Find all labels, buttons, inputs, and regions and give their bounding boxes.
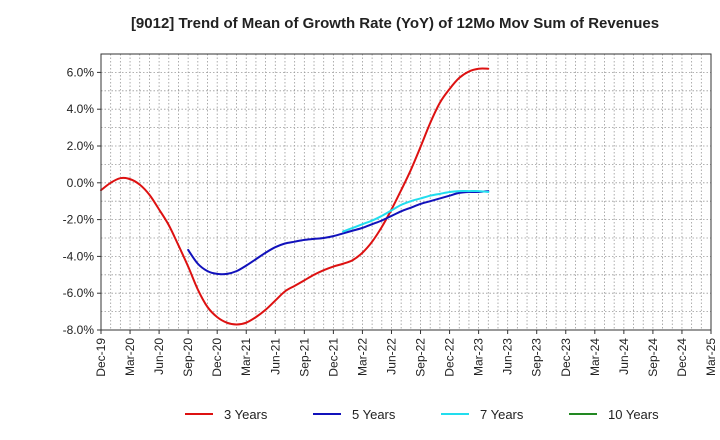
x-tick-label: Mar-25 xyxy=(704,338,718,376)
x-axis: Dec-19 Mar-20 Jun-20 Sep-20 Dec-20 Mar-21 Jun-… xyxy=(94,330,718,377)
y-tick-label: -8.0% xyxy=(63,323,95,337)
y-tick-label: 0.0% xyxy=(67,176,95,190)
x-tick-label: Jun-24 xyxy=(617,338,631,375)
y-tick-label: -4.0% xyxy=(63,249,95,263)
legend-label-7-years: 7 Years xyxy=(480,407,524,422)
chart-title: [9012] Trend of Mean of Growth Rate (YoY… xyxy=(131,15,659,32)
x-tick-label: Mar-24 xyxy=(588,338,602,376)
x-tick-label: Sep-22 xyxy=(414,338,428,377)
plot-background xyxy=(101,54,711,330)
series-line-3-years xyxy=(100,67,490,326)
x-tick-label: Dec-23 xyxy=(559,338,573,377)
series-lines xyxy=(100,67,490,326)
x-tick-label: Sep-20 xyxy=(181,338,195,377)
legend-label-5-years: 5 Years xyxy=(352,407,396,422)
x-tick-label: Dec-22 xyxy=(443,338,457,377)
x-tick-label: Dec-20 xyxy=(210,338,224,377)
y-axis: 6.0% 4.0% 2.0% 0.0% -2.0% -4.0% -6.0% -8.0% xyxy=(63,65,101,337)
y-tick-label: 4.0% xyxy=(67,102,95,116)
x-tick-label: Mar-23 xyxy=(472,338,486,376)
y-tick-label: 2.0% xyxy=(67,139,95,153)
series-line-5-years xyxy=(187,190,490,276)
x-tick-label: Mar-22 xyxy=(355,338,369,376)
x-tick-label: Jun-23 xyxy=(501,338,515,375)
x-tick-label: Mar-21 xyxy=(239,338,253,376)
y-tick-label: 6.0% xyxy=(67,65,95,79)
x-tick-label: Jun-20 xyxy=(152,338,166,375)
grid xyxy=(101,53,711,331)
x-tick-label: Mar-20 xyxy=(123,338,137,376)
x-tick-label: Dec-19 xyxy=(94,338,108,377)
x-tick-label: Sep-21 xyxy=(297,338,311,377)
x-tick-label: Dec-21 xyxy=(326,338,340,377)
series-line-7-years xyxy=(342,190,490,233)
plot-frame xyxy=(100,53,712,331)
x-tick-label: Jun-21 xyxy=(268,338,282,375)
legend-label-3-years: 3 Years xyxy=(224,407,268,422)
legend: 3 Years 5 Years 7 Years 10 Years xyxy=(185,407,659,422)
y-tick-label: -2.0% xyxy=(63,213,95,227)
legend-label-10-years: 10 Years xyxy=(608,407,659,422)
y-tick-label: -6.0% xyxy=(63,286,95,300)
x-tick-label: Sep-23 xyxy=(530,338,544,377)
x-tick-label: Dec-24 xyxy=(675,338,689,377)
x-tick-label: Jun-22 xyxy=(384,338,398,375)
x-tick-label: Sep-24 xyxy=(646,338,660,377)
